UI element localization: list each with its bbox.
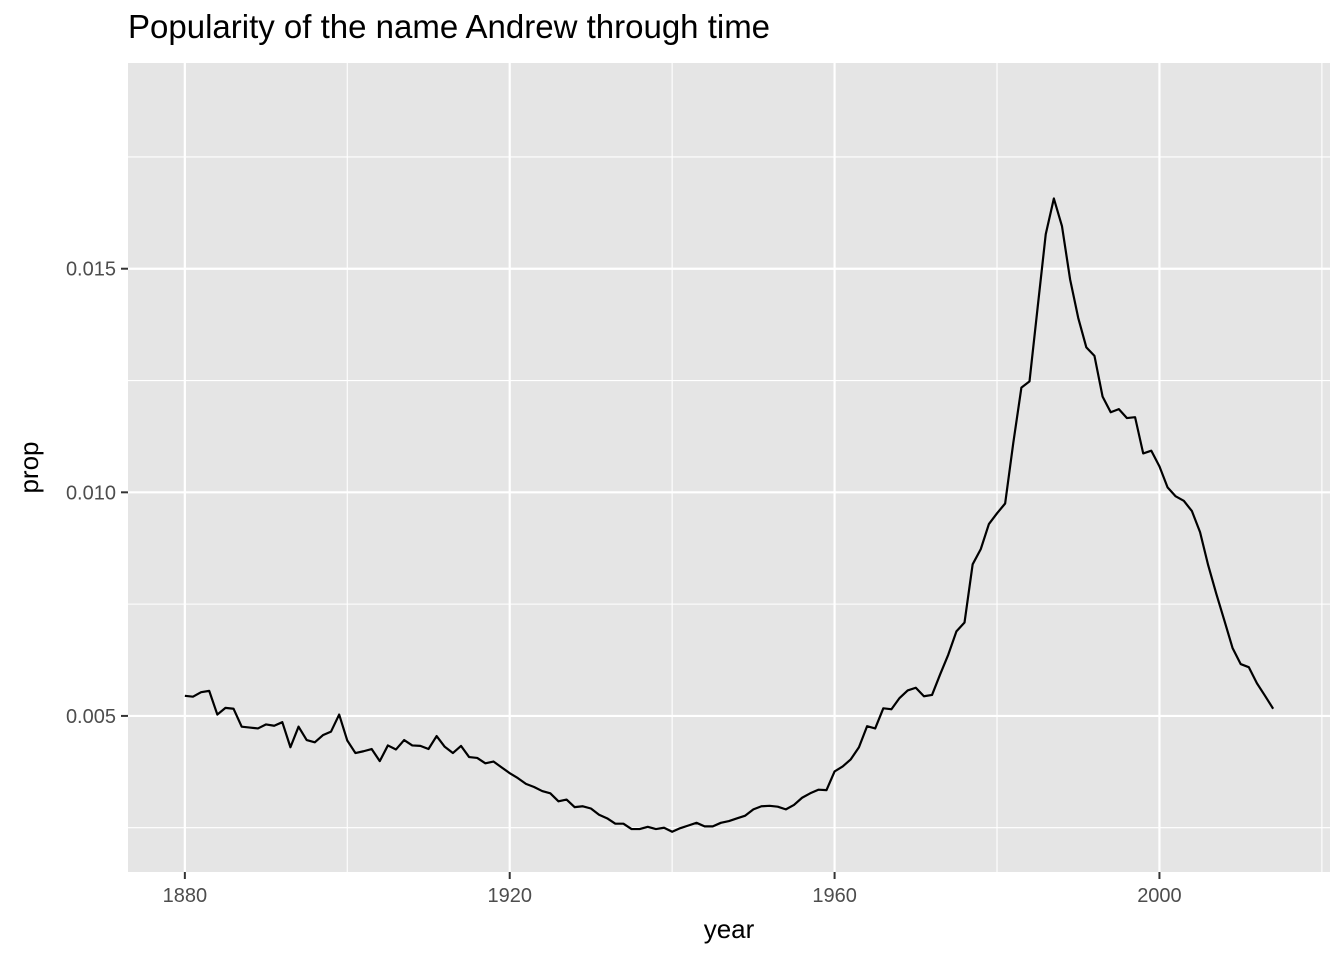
y-axis: 0.005 0.010 0.015: [66, 259, 128, 728]
chart-title: Popularity of the name Andrew through ti…: [128, 8, 771, 45]
y-tick-label: 0.005: [66, 706, 116, 728]
y-tick-label: 0.015: [66, 259, 116, 281]
plot-panel: [128, 63, 1330, 872]
y-tick-label: 0.010: [66, 482, 116, 504]
x-axis-title: year: [704, 914, 755, 944]
y-axis-title: prop: [14, 441, 44, 493]
series-line: [184, 197, 1275, 833]
x-tick-label: 1920: [487, 885, 532, 907]
x-tick-label: 2000: [1137, 885, 1182, 907]
x-tick-label: 1880: [163, 885, 208, 907]
minor-gridlines: [128, 63, 1330, 872]
x-axis: 1880 1920 1960 2000: [163, 872, 1182, 907]
x-tick-label: 1960: [812, 885, 857, 907]
major-gridlines: [128, 63, 1330, 872]
